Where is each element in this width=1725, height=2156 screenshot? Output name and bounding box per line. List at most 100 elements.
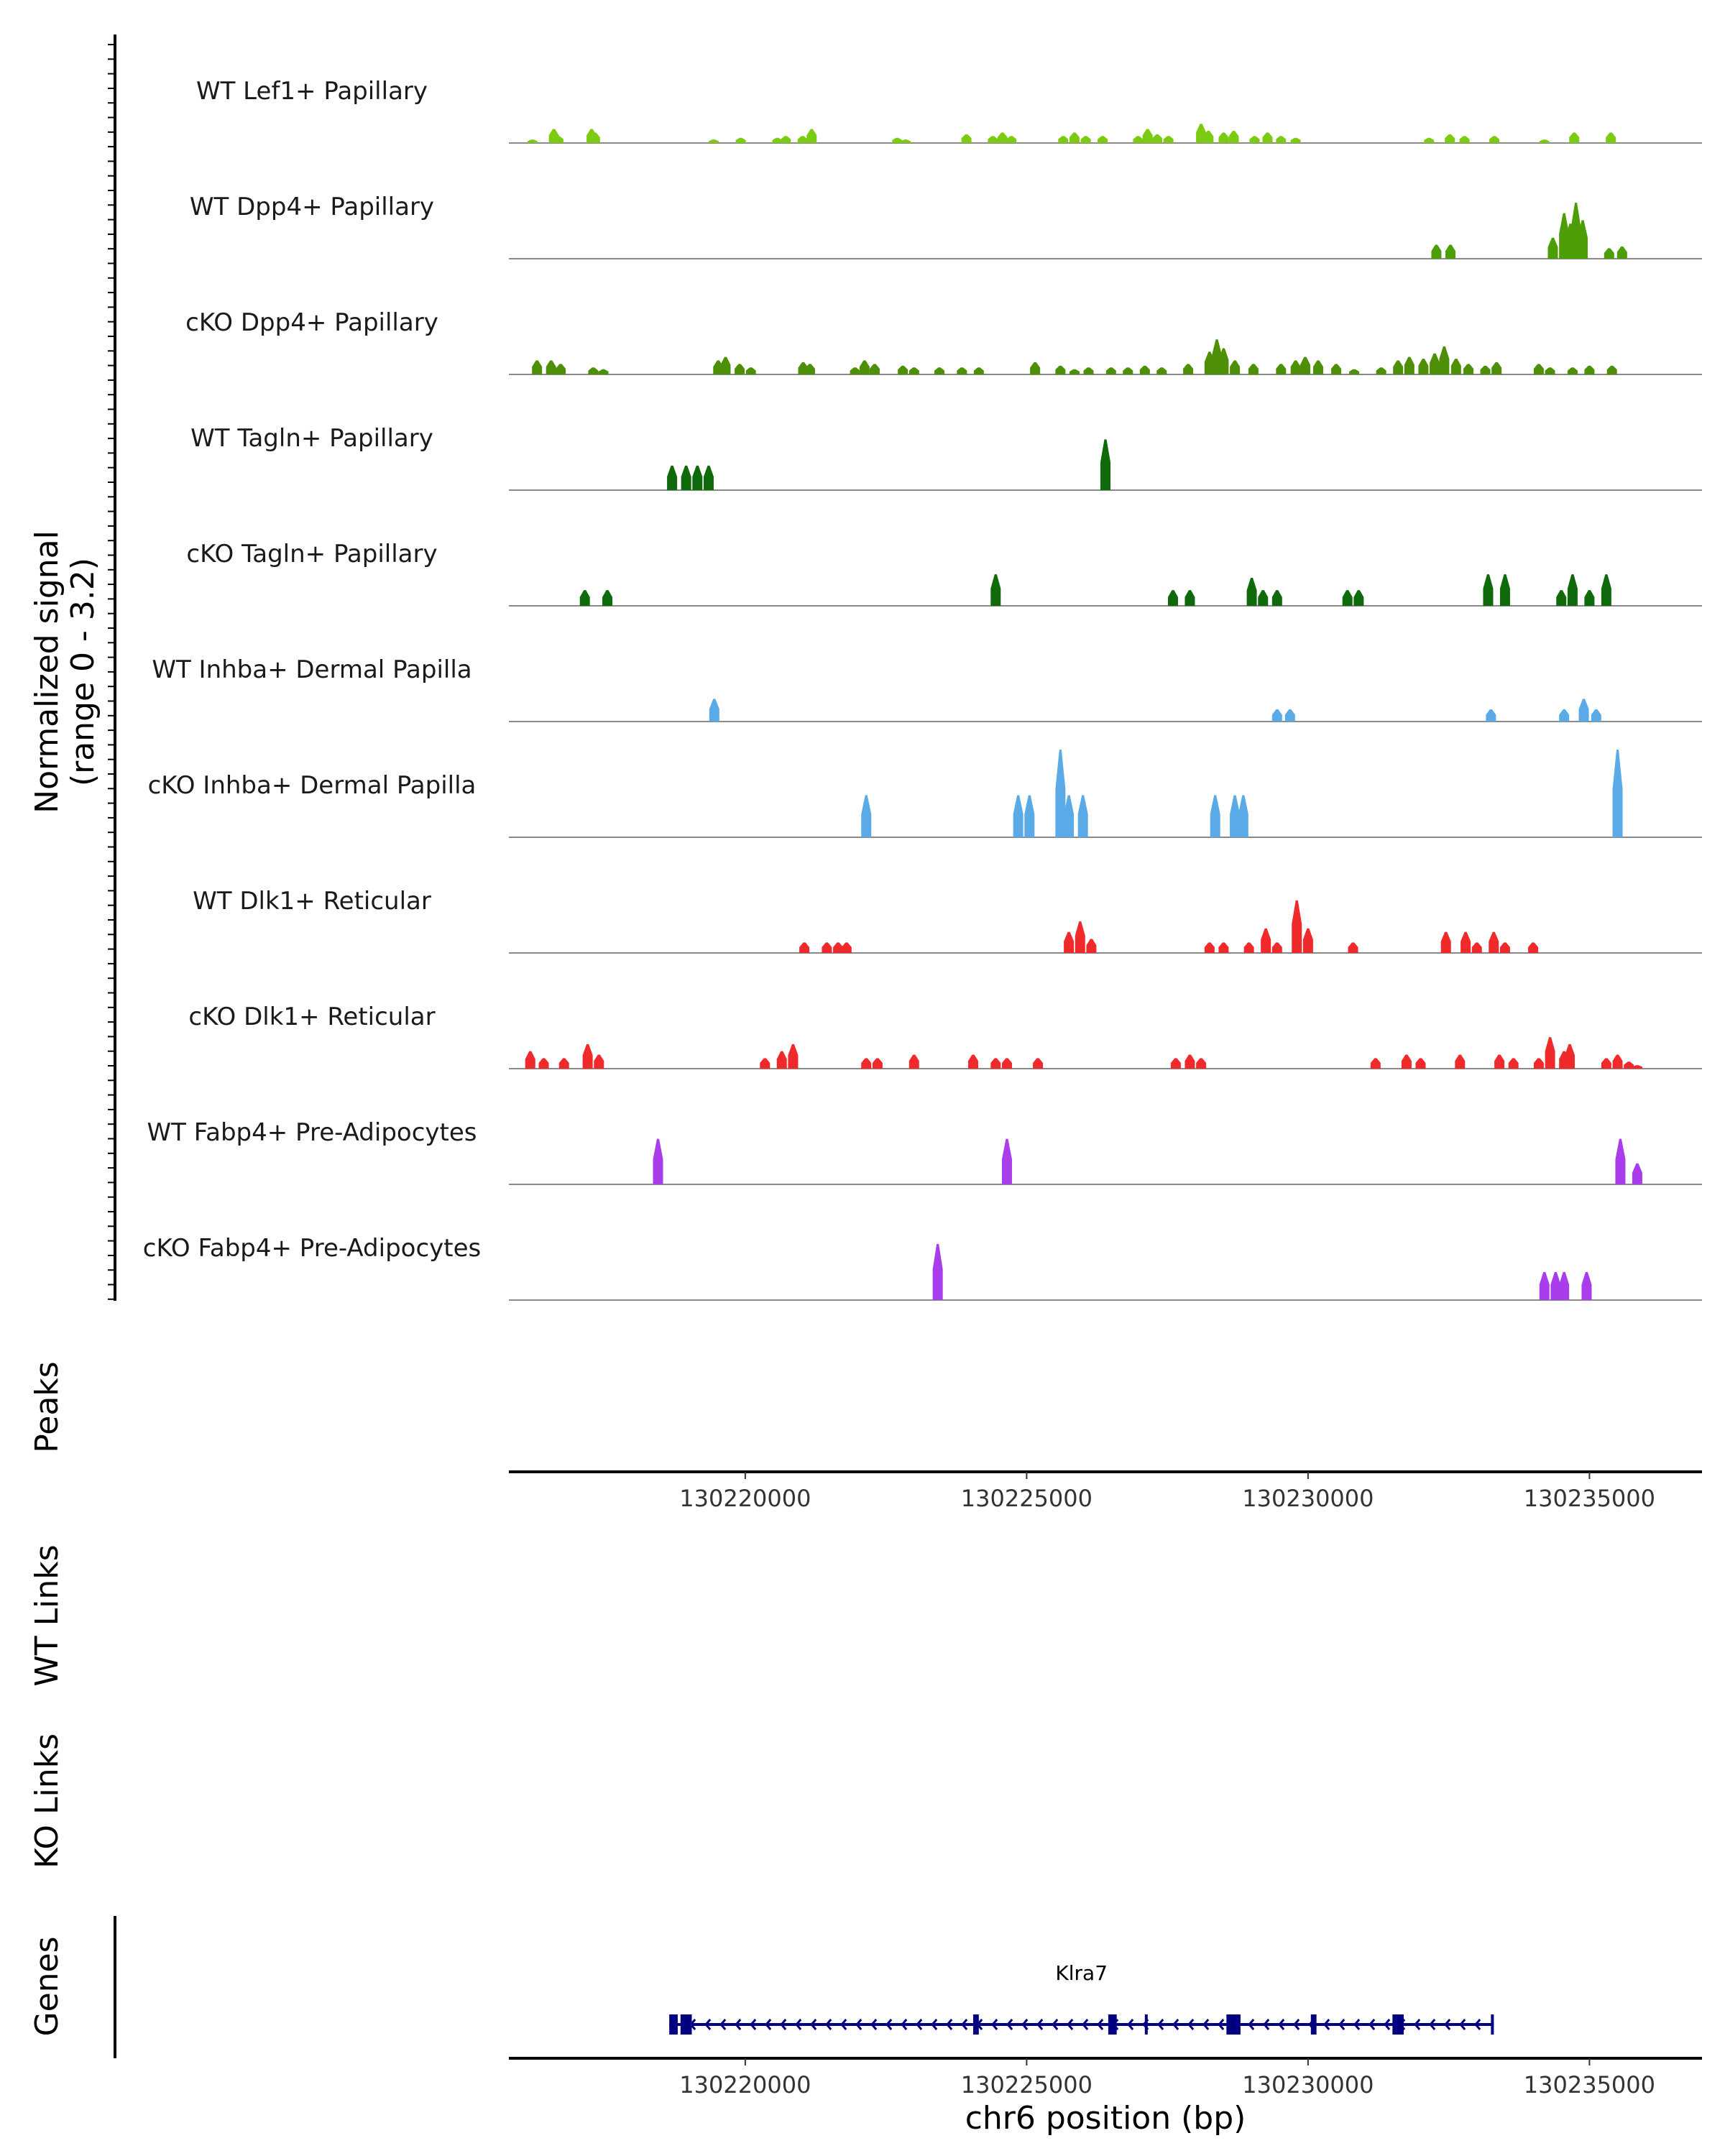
- strand-arrow: [840, 2019, 847, 2030]
- signal-peak: [556, 364, 566, 374]
- signal-peak: [961, 134, 972, 143]
- track-4: WT Tagln+ Papillary: [190, 424, 1702, 491]
- signal-peak: [1064, 931, 1075, 953]
- signal-peak: [1302, 928, 1313, 953]
- signal-peak: [1058, 136, 1069, 143]
- signal-peak: [1080, 136, 1091, 143]
- signal-peak: [1218, 942, 1229, 953]
- signal-peak: [781, 136, 791, 143]
- signal-peak: [1230, 795, 1241, 837]
- signal-peak: [1499, 942, 1510, 953]
- signal-peak: [1183, 364, 1194, 374]
- signal-peak: [1547, 237, 1558, 259]
- signal-peak: [1300, 356, 1310, 374]
- signal-peak: [1528, 942, 1539, 953]
- signal-peak: [1556, 590, 1567, 606]
- signal-peak: [1105, 367, 1116, 374]
- track-3: cKO Dpp4+ Papillary: [185, 308, 1702, 375]
- signal-peak: [1604, 248, 1614, 259]
- peaks-x-axis-ticks: 130220000 130225000 130230000 130235000: [679, 1472, 1655, 1512]
- signal-peak: [760, 1058, 770, 1069]
- signal-peak: [1086, 939, 1097, 953]
- signal-peak: [1483, 574, 1494, 606]
- strand-arrow: [1082, 2019, 1089, 2030]
- strand-arrow: [931, 2019, 938, 2030]
- strand-arrow: [750, 2019, 757, 2030]
- signal-peak: [1489, 136, 1500, 143]
- signal-peak: [1440, 931, 1451, 953]
- strand-arrow: [704, 2019, 712, 2030]
- signal-peak: [850, 367, 860, 374]
- signal-peak: [1246, 578, 1257, 606]
- signal-peak: [1533, 1058, 1544, 1069]
- strand-arrow: [1036, 2019, 1044, 2030]
- signal-peak: [667, 465, 678, 490]
- signal-peak: [1624, 1061, 1634, 1069]
- signal-peak: [1030, 361, 1041, 374]
- signal-peak: [1083, 367, 1094, 374]
- signal-peak: [553, 136, 564, 143]
- signal-peak: [709, 699, 719, 722]
- signal-peak: [1460, 931, 1471, 953]
- gene-exon: [680, 2014, 692, 2035]
- signal-peak: [901, 139, 911, 143]
- signal-peak: [1152, 134, 1163, 143]
- track-label: cKO Fabp4+ Pre-Adipocytes: [143, 1234, 482, 1263]
- signal-peak: [1370, 1058, 1381, 1069]
- track-10: WT Fabp4+ Pre-Adipocytes: [147, 1118, 1702, 1185]
- peaks-panel-label: Peaks: [29, 1361, 65, 1452]
- signal-peak: [598, 369, 609, 374]
- gene-models: Klra7: [669, 1961, 1494, 2035]
- gene-exon: [669, 2014, 678, 2035]
- signal-peak: [1055, 750, 1066, 837]
- signal-peak: [1013, 795, 1024, 837]
- signal-peak: [1445, 134, 1455, 143]
- signal-peak: [735, 137, 746, 143]
- wt-links-panel-label: WT Links: [29, 1544, 65, 1686]
- track-label: cKO Dlk1+ Reticular: [188, 1003, 435, 1031]
- signal-peak: [1170, 1058, 1181, 1069]
- signal-peak: [1578, 220, 1588, 259]
- strand-arrow: [1474, 2019, 1481, 2030]
- signal-y-axis-ticks: [108, 44, 115, 1300]
- strand-arrow: [961, 2019, 968, 2030]
- signal-peak: [833, 942, 844, 953]
- strand-arrow: [946, 2019, 953, 2030]
- signal-peak: [1459, 136, 1470, 143]
- signal-peak: [745, 367, 756, 374]
- strand-arrow: [1187, 2019, 1195, 2030]
- gene-exon: [1392, 2014, 1404, 2035]
- signal-peak: [1584, 365, 1595, 374]
- strand-arrow: [901, 2019, 908, 2030]
- signal-peak: [892, 137, 903, 143]
- strand-arrow: [795, 2019, 802, 2030]
- signal-peak: [1455, 1054, 1466, 1069]
- strand-arrow: [1127, 2019, 1134, 2030]
- signal-peak: [1480, 365, 1491, 374]
- x-tick-label: 130220000: [679, 1485, 811, 1512]
- signal-peak: [861, 1058, 872, 1069]
- signal-peak: [1404, 356, 1414, 374]
- signal-peak: [973, 367, 984, 374]
- signal-peak: [841, 942, 852, 953]
- strand-arrow: [1067, 2019, 1074, 2030]
- strand-arrow: [1444, 2019, 1451, 2030]
- track-5: cKO Tagln+ Papillary: [186, 540, 1702, 607]
- signal-peak: [1450, 359, 1461, 374]
- signal-peak: [1612, 1054, 1623, 1069]
- signal-peak: [1584, 590, 1595, 606]
- track-label: WT Inhba+ Dermal Papilla: [152, 655, 472, 684]
- signal-peak: [1581, 1272, 1592, 1300]
- signal-peak: [1612, 750, 1623, 837]
- signal-peak: [1376, 367, 1386, 374]
- strand-arrow: [886, 2019, 893, 2030]
- signal-peak: [1218, 348, 1229, 374]
- signal-peak: [1491, 361, 1502, 374]
- signal-peak: [988, 136, 998, 143]
- signal-peak: [1238, 795, 1248, 837]
- signal-peak: [1156, 367, 1167, 374]
- signal-peak: [1290, 360, 1301, 374]
- ko-links-panel-label: KO Links: [29, 1733, 65, 1869]
- x-tick-label: 130225000: [961, 1485, 1092, 1512]
